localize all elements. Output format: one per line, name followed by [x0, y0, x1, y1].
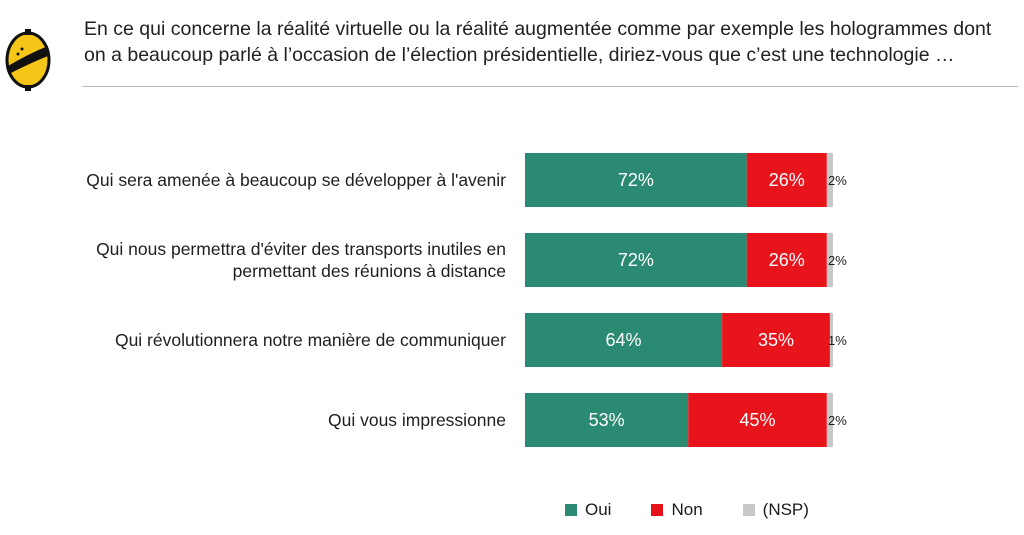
legend-item-non: Non — [651, 500, 703, 520]
bar-segment-oui — [525, 313, 723, 367]
bar-segment-nsp — [826, 153, 833, 207]
bar-segment-non — [746, 153, 827, 207]
data-label: 1% — [828, 333, 847, 348]
legend-label-nsp: (NSP) — [762, 500, 809, 519]
bar-segment-nsp — [829, 313, 833, 367]
category-label: Qui vous impressionne — [328, 410, 506, 430]
legend-label-non: Non — [671, 500, 703, 519]
data-label: 45% — [740, 410, 776, 430]
bar-segment-oui — [525, 233, 747, 287]
question-line-1: En ce qui concerne la réalité virtuelle … — [84, 18, 992, 40]
bar-segment-nsp — [826, 393, 833, 447]
legend-swatch-nsp — [742, 504, 755, 516]
data-label: 64% — [606, 330, 642, 350]
bar-segment-non — [722, 313, 830, 367]
bar-segment-nsp — [826, 233, 833, 287]
legend-item-nsp: (NSP) — [742, 500, 809, 520]
data-label: 2% — [828, 413, 847, 428]
data-label: 72% — [618, 250, 654, 270]
data-label: 26% — [769, 250, 805, 270]
question-line-2: on a beaucoup parlé à l’occasion de l’él… — [84, 44, 955, 66]
data-label: 35% — [758, 330, 794, 350]
legend-swatch-oui — [565, 504, 577, 516]
data-label: 2% — [828, 253, 847, 268]
bar-segment-non — [746, 233, 827, 287]
data-label: 26% — [769, 170, 805, 190]
data-label: 72% — [618, 170, 654, 190]
bar-segment-oui — [525, 153, 747, 207]
bar-segment-non — [688, 393, 827, 447]
data-label: 53% — [589, 410, 625, 430]
header-divider — [82, 86, 1018, 87]
category-label: Qui révolutionnera notre manière de comm… — [115, 330, 506, 350]
legend-label-oui: Oui — [585, 500, 612, 519]
question-text: En ce qui concerne la réalité virtuelle … — [84, 16, 1014, 68]
category-label: Qui sera amenée à beaucoup se développer… — [86, 170, 506, 190]
category-label: Qui nous permettra d'éviter des transpor… — [96, 239, 506, 259]
lemon-logo-icon — [4, 16, 52, 96]
legend: Oui Non (NSP) — [565, 500, 809, 520]
data-label: 2% — [828, 173, 847, 188]
category-label: permettant des réunions à distance — [233, 261, 506, 281]
bar-segment-oui — [525, 393, 689, 447]
legend-item-oui: Oui — [565, 500, 611, 520]
legend-swatch-non — [651, 504, 664, 516]
